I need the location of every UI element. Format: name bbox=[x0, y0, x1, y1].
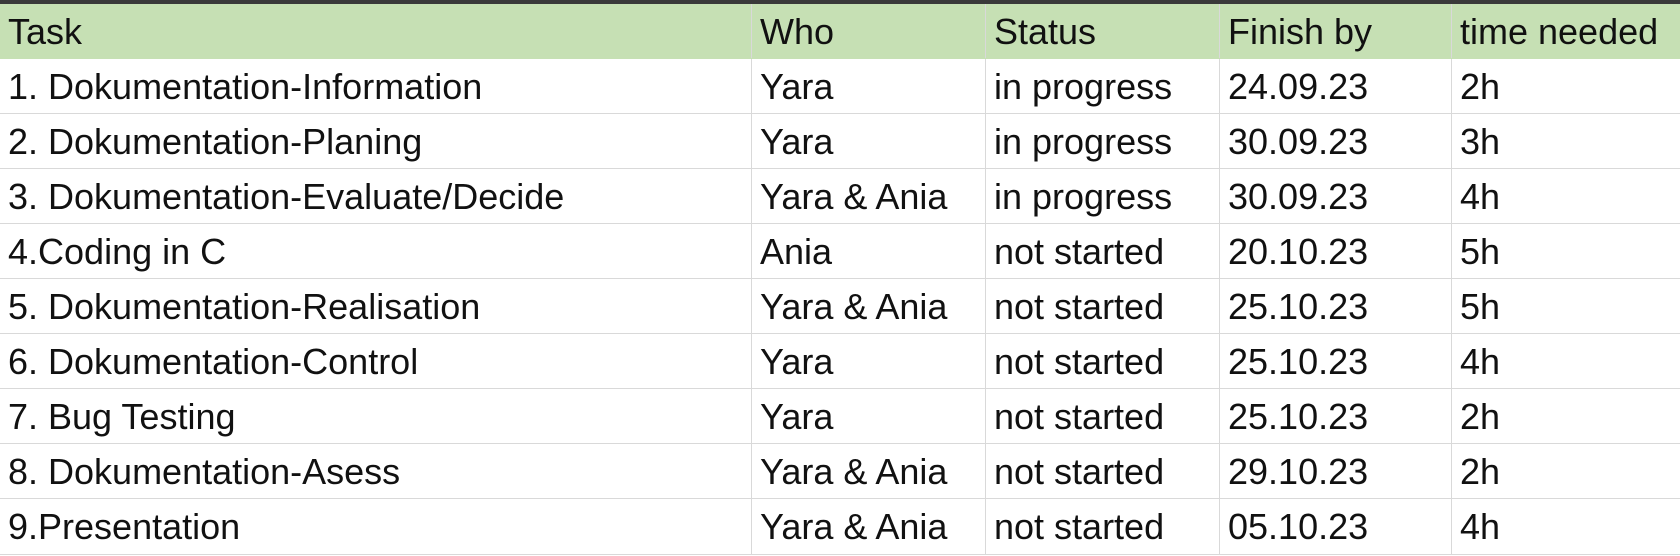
time-needed-cell[interactable]: 2h bbox=[1460, 451, 1501, 492]
table-row: 9.Presentation Yara & Ania not started 0… bbox=[0, 499, 1680, 555]
time-needed-cell[interactable]: 4h bbox=[1460, 176, 1501, 217]
task-cell[interactable]: 9.Presentation bbox=[0, 499, 752, 554]
table-row: 5. Dokumentation-Realisation Yara & Ania… bbox=[0, 279, 1680, 334]
finish-by-cell[interactable]: 05.10.23 bbox=[1220, 499, 1452, 554]
task-cell[interactable]: 5. Dokumentation-Realisation bbox=[0, 279, 752, 333]
who-cell[interactable]: Yara bbox=[752, 389, 986, 443]
task-cell[interactable]: 6. Dokumentation-Control bbox=[0, 334, 752, 388]
finish-by-cell[interactable]: 25.10.23 bbox=[1220, 389, 1452, 443]
time-needed-cell[interactable]: 5h bbox=[1460, 286, 1501, 327]
header-who[interactable]: Who bbox=[752, 4, 986, 58]
who-cell[interactable]: Yara & Ania bbox=[752, 169, 986, 223]
who-cell[interactable]: Yara & Ania bbox=[752, 499, 986, 554]
who-cell[interactable]: Yara bbox=[752, 59, 986, 113]
header-finish-by[interactable]: Finish by bbox=[1220, 4, 1452, 58]
who-cell[interactable]: Yara & Ania bbox=[752, 444, 986, 498]
status-cell[interactable]: not started bbox=[986, 334, 1220, 388]
status-cell[interactable]: not started bbox=[986, 279, 1220, 333]
table-row: 2. Dokumentation-Planing Yara in progres… bbox=[0, 114, 1680, 169]
table-row: 7. Bug Testing Yara not started 25.10.23… bbox=[0, 389, 1680, 444]
time-needed-cell[interactable]: 2h bbox=[1460, 66, 1501, 107]
task-cell[interactable]: 7. Bug Testing bbox=[0, 389, 752, 443]
status-cell[interactable]: not started bbox=[986, 224, 1220, 278]
task-cell[interactable]: 3. Dokumentation-Evaluate/Decide bbox=[0, 169, 752, 223]
header-time-needed[interactable]: time needed bbox=[1460, 11, 1659, 52]
finish-by-cell[interactable]: 20.10.23 bbox=[1220, 224, 1452, 278]
finish-by-cell[interactable]: 25.10.23 bbox=[1220, 279, 1452, 333]
status-cell[interactable]: not started bbox=[986, 444, 1220, 498]
task-cell[interactable]: 1. Dokumentation-Information bbox=[0, 59, 752, 113]
time-needed-cell[interactable]: 4h bbox=[1460, 341, 1501, 382]
header-task[interactable]: Task bbox=[0, 4, 752, 58]
who-cell[interactable]: Yara & Ania bbox=[752, 279, 986, 333]
time-needed-cell[interactable]: 4h bbox=[1460, 506, 1501, 547]
time-needed-cell[interactable]: 2h bbox=[1460, 396, 1501, 437]
finish-by-cell[interactable]: 30.09.23 bbox=[1220, 169, 1452, 223]
task-cell[interactable]: 8. Dokumentation-Asess bbox=[0, 444, 752, 498]
who-cell[interactable]: Yara bbox=[752, 334, 986, 388]
header-row: Task Who Status Finish by time needed bbox=[0, 4, 1680, 59]
table-row: 1. Dokumentation-Information Yara in pro… bbox=[0, 59, 1680, 114]
status-cell[interactable]: in progress bbox=[986, 114, 1220, 168]
status-cell[interactable]: not started bbox=[986, 389, 1220, 443]
finish-by-cell[interactable]: 25.10.23 bbox=[1220, 334, 1452, 388]
table-row: 6. Dokumentation-Control Yara not starte… bbox=[0, 334, 1680, 389]
finish-by-cell[interactable]: 24.09.23 bbox=[1220, 59, 1452, 113]
time-needed-cell[interactable]: 5h bbox=[1460, 231, 1501, 272]
status-cell[interactable]: in progress bbox=[986, 59, 1220, 113]
task-cell[interactable]: 4.Coding in C bbox=[0, 224, 752, 278]
table-row: 3. Dokumentation-Evaluate/Decide Yara & … bbox=[0, 169, 1680, 224]
who-cell[interactable]: Yara bbox=[752, 114, 986, 168]
time-needed-cell[interactable]: 3h bbox=[1460, 121, 1501, 162]
status-cell[interactable]: not started bbox=[986, 499, 1220, 554]
table-row: 4.Coding in C Ania not started 20.10.23 … bbox=[0, 224, 1680, 279]
who-cell[interactable]: Ania bbox=[752, 224, 986, 278]
header-status[interactable]: Status bbox=[986, 4, 1220, 58]
task-cell[interactable]: 2. Dokumentation-Planing bbox=[0, 114, 752, 168]
table-row: 8. Dokumentation-Asess Yara & Ania not s… bbox=[0, 444, 1680, 499]
finish-by-cell[interactable]: 30.09.23 bbox=[1220, 114, 1452, 168]
finish-by-cell[interactable]: 29.10.23 bbox=[1220, 444, 1452, 498]
status-cell[interactable]: in progress bbox=[986, 169, 1220, 223]
